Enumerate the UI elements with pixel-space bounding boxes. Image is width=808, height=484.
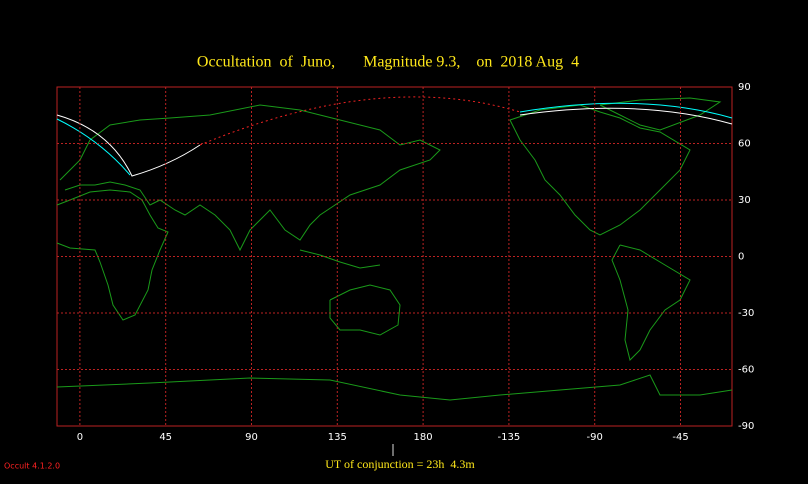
lat-tick-label: 90 <box>738 82 751 93</box>
lat-tick-label: 30 <box>738 195 751 206</box>
lon-tick-label: 135 <box>328 432 347 443</box>
conjunction-time: UT of conjunction = 23h 4.3m <box>325 457 475 471</box>
lat-tick-label: -90 <box>738 421 754 432</box>
lat-tick-label: 0 <box>738 252 744 263</box>
lon-tick-label: -90 <box>587 432 603 443</box>
occultation-path <box>56 96 733 177</box>
lat-tick-label: 60 <box>738 139 751 150</box>
lon-tick-label: -45 <box>672 432 688 443</box>
coastlines <box>56 97 733 401</box>
lon-tick-label: 180 <box>414 432 433 443</box>
lat-tick-label: -30 <box>738 308 754 319</box>
lat-tick-label: -60 <box>738 365 754 376</box>
lon-tick-label: 90 <box>245 432 258 443</box>
title: Occultation of Juno, Magnitude 9.3, on 2… <box>197 54 579 71</box>
lon-tick-label: 0 <box>77 432 83 443</box>
lon-tick-label: -135 <box>498 432 521 443</box>
lon-tick-label: 45 <box>159 432 172 443</box>
version: Occult 4.1.2.0 <box>4 462 60 471</box>
